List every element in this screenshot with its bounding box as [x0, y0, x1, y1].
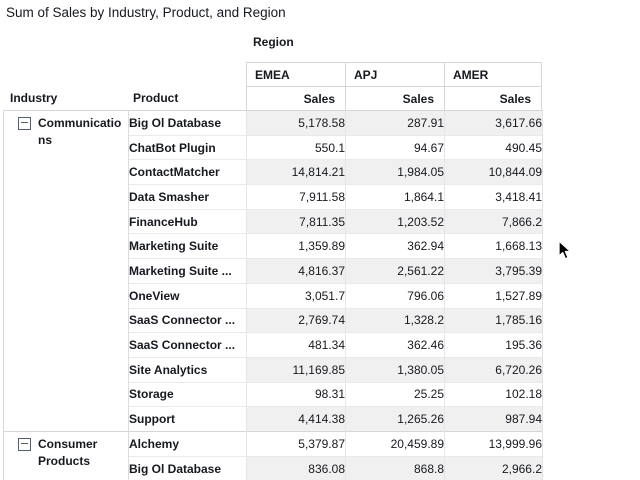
value-cell[interactable]: 3,051.7 [246, 282, 346, 308]
measure-header-amer-sales[interactable]: Sales [444, 86, 542, 110]
table-row: SaaS Connector ... 481.34 362.46 195.36 [4, 332, 543, 358]
value-cell[interactable]: 987.94 [444, 406, 543, 432]
product-cell[interactable]: SaaS Connector ... [128, 332, 247, 358]
value-cell[interactable]: 7,911.58 [246, 184, 346, 210]
region-header-amer[interactable]: AMER [444, 62, 542, 86]
value-cell[interactable]: 5,379.87 [246, 430, 346, 457]
region-header-apj[interactable]: APJ [345, 62, 444, 86]
value-cell[interactable]: 2,769.74 [246, 307, 346, 333]
product-cell[interactable]: Support [128, 406, 247, 432]
value-cell[interactable]: 1,668.13 [444, 233, 543, 259]
value-cell[interactable]: 10,844.09 [444, 159, 543, 185]
value-cell[interactable]: 195.36 [444, 332, 543, 358]
measure-header-apj-sales[interactable]: Sales [345, 86, 444, 110]
industry-group-cell[interactable]: Communications [3, 110, 129, 432]
industry-label: Communications [38, 116, 122, 147]
value-cell[interactable]: 4,414.38 [246, 406, 346, 432]
table-row: Data Smasher 7,911.58 1,864.1 3,418.41 [4, 184, 543, 210]
value-cell[interactable]: 3,795.39 [444, 258, 543, 284]
value-cell[interactable]: 287.91 [345, 110, 445, 136]
value-cell[interactable]: 6,720.26 [444, 356, 543, 383]
table-row: FinanceHub 7,811.35 1,203.52 7,866.2 [4, 208, 543, 234]
product-cell[interactable]: FinanceHub [128, 208, 247, 234]
value-cell[interactable]: 550.1 [246, 134, 346, 160]
product-cell[interactable]: Site Analytics [128, 356, 247, 383]
region-column-headers: EMEA APJ AMER Sales Sales Sales [246, 62, 542, 110]
value-cell[interactable]: 868.8 [345, 455, 445, 480]
value-cell[interactable]: 14,814.21 [246, 159, 346, 185]
value-cell[interactable]: 796.06 [345, 282, 445, 308]
product-cell[interactable]: SaaS Connector ... [128, 307, 247, 333]
product-cell[interactable]: Alchemy [128, 430, 247, 457]
value-cell[interactable]: 1,359.89 [246, 233, 346, 259]
value-cell[interactable]: 481.34 [246, 332, 346, 358]
value-cell[interactable]: 4,816.37 [246, 258, 346, 284]
value-cell[interactable]: 3,617.66 [444, 110, 543, 136]
value-cell[interactable]: 1,864.1 [345, 184, 445, 210]
visual-title: Sum of Sales by Industry, Product, and R… [6, 5, 286, 20]
mouse-cursor-icon [558, 240, 572, 260]
table-row: Site Analytics 11,169.85 1,380.05 6,720.… [4, 356, 543, 383]
value-cell[interactable]: 7,811.35 [246, 208, 346, 234]
value-cell[interactable]: 11,169.85 [246, 356, 346, 383]
value-cell[interactable]: 490.45 [444, 134, 543, 160]
value-cell[interactable]: 13,999.96 [444, 430, 543, 457]
table-row: Storage 98.31 25.25 102.18 [4, 381, 543, 407]
value-cell[interactable]: 1,380.05 [345, 356, 445, 383]
industry-column-header[interactable]: Industry [10, 91, 58, 105]
value-cell[interactable]: 836.08 [246, 455, 346, 480]
table-row: Marketing Suite 1,359.89 362.94 1,668.13 [4, 233, 543, 259]
product-cell[interactable]: Data Smasher [128, 184, 247, 210]
value-cell[interactable]: 362.46 [345, 332, 445, 358]
value-cell[interactable]: 1,328.2 [345, 307, 445, 333]
product-cell[interactable]: Big Ol Database [128, 110, 247, 136]
product-cell[interactable]: Storage [128, 381, 247, 407]
value-cell[interactable]: 362.94 [345, 233, 445, 259]
value-cell[interactable]: 1,785.16 [444, 307, 543, 333]
value-cell[interactable]: 20,459.89 [345, 430, 445, 457]
value-cell[interactable]: 98.31 [246, 381, 346, 407]
table-row: Support 4,414.38 1,265.26 987.94 [4, 406, 543, 432]
industry-label: Consumer Products [38, 436, 98, 468]
value-cell[interactable]: 1,984.05 [345, 159, 445, 185]
product-cell[interactable]: ContactMatcher [128, 159, 247, 185]
product-cell[interactable]: Marketing Suite [128, 233, 247, 259]
column-dimension-label: Region [253, 35, 294, 49]
value-cell[interactable]: 5,178.58 [246, 110, 346, 136]
region-header-emea[interactable]: EMEA [246, 62, 345, 86]
table-row: SaaS Connector ... 2,769.74 1,328.2 1,78… [4, 307, 543, 333]
value-cell[interactable]: 102.18 [444, 381, 543, 407]
product-cell[interactable]: OneView [128, 282, 247, 308]
value-cell[interactable]: 2,561.22 [345, 258, 445, 284]
table-row: ContactMatcher 14,814.21 1,984.05 10,844… [4, 159, 543, 185]
collapse-minus-icon[interactable] [18, 437, 31, 451]
table-row: ChatBot Plugin 550.1 94.67 490.45 [4, 134, 543, 160]
product-cell[interactable]: ChatBot Plugin [128, 134, 247, 160]
industry-group-cell[interactable]: Consumer Products [3, 430, 129, 480]
product-cell[interactable]: Big Ol Database [128, 455, 247, 480]
collapse-minus-icon[interactable] [18, 117, 31, 130]
product-column-header[interactable]: Product [133, 91, 179, 105]
table-row: OneView 3,051.7 796.06 1,527.89 [4, 282, 543, 308]
product-cell[interactable]: Marketing Suite ... [128, 258, 247, 284]
measure-header-emea-sales[interactable]: Sales [246, 86, 345, 110]
table-row: Big Ol Database 836.08 868.8 2,966.2 [4, 455, 543, 480]
value-cell[interactable]: 25.25 [345, 381, 445, 407]
value-cell[interactable]: 1,265.26 [345, 406, 445, 432]
value-cell[interactable]: 94.67 [345, 134, 445, 160]
value-cell[interactable]: 3,418.41 [444, 184, 543, 210]
value-cell[interactable]: 1,203.52 [345, 208, 445, 234]
value-cell[interactable]: 1,527.89 [444, 282, 543, 308]
value-cell[interactable]: 2,966.2 [444, 455, 543, 480]
pivot-table: Communications Big Ol Database 5,178.58 … [3, 110, 543, 480]
value-cell[interactable]: 7,866.2 [444, 208, 543, 234]
table-row: Marketing Suite ... 4,816.37 2,561.22 3,… [4, 258, 543, 284]
table-row: Communications Big Ol Database 5,178.58 … [3, 110, 543, 432]
table-row: Consumer Products Alchemy 5,379.87 20,45… [3, 430, 543, 480]
